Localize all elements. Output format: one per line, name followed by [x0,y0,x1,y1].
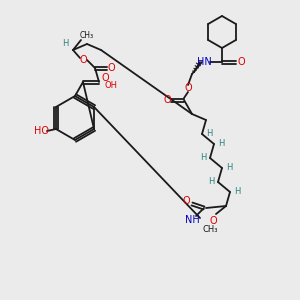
Text: H: H [234,188,240,196]
Text: H: H [218,140,224,148]
Text: NH: NH [184,215,200,225]
Text: CH₃: CH₃ [202,226,218,235]
Text: H: H [226,164,232,172]
Text: O: O [209,216,217,226]
Text: HN: HN [196,57,211,67]
Text: OH: OH [104,82,118,91]
Text: H: H [208,178,214,187]
Text: O: O [237,57,245,67]
Text: CH₃: CH₃ [80,32,94,40]
Text: O: O [182,196,190,206]
Text: O: O [184,83,192,93]
Text: HO: HO [34,126,50,136]
Text: O: O [101,73,109,83]
Text: O: O [79,55,87,65]
Text: H: H [200,154,206,163]
Text: H: H [206,130,212,139]
Text: O: O [107,63,115,73]
Text: O: O [163,95,171,105]
Text: H: H [62,40,68,49]
